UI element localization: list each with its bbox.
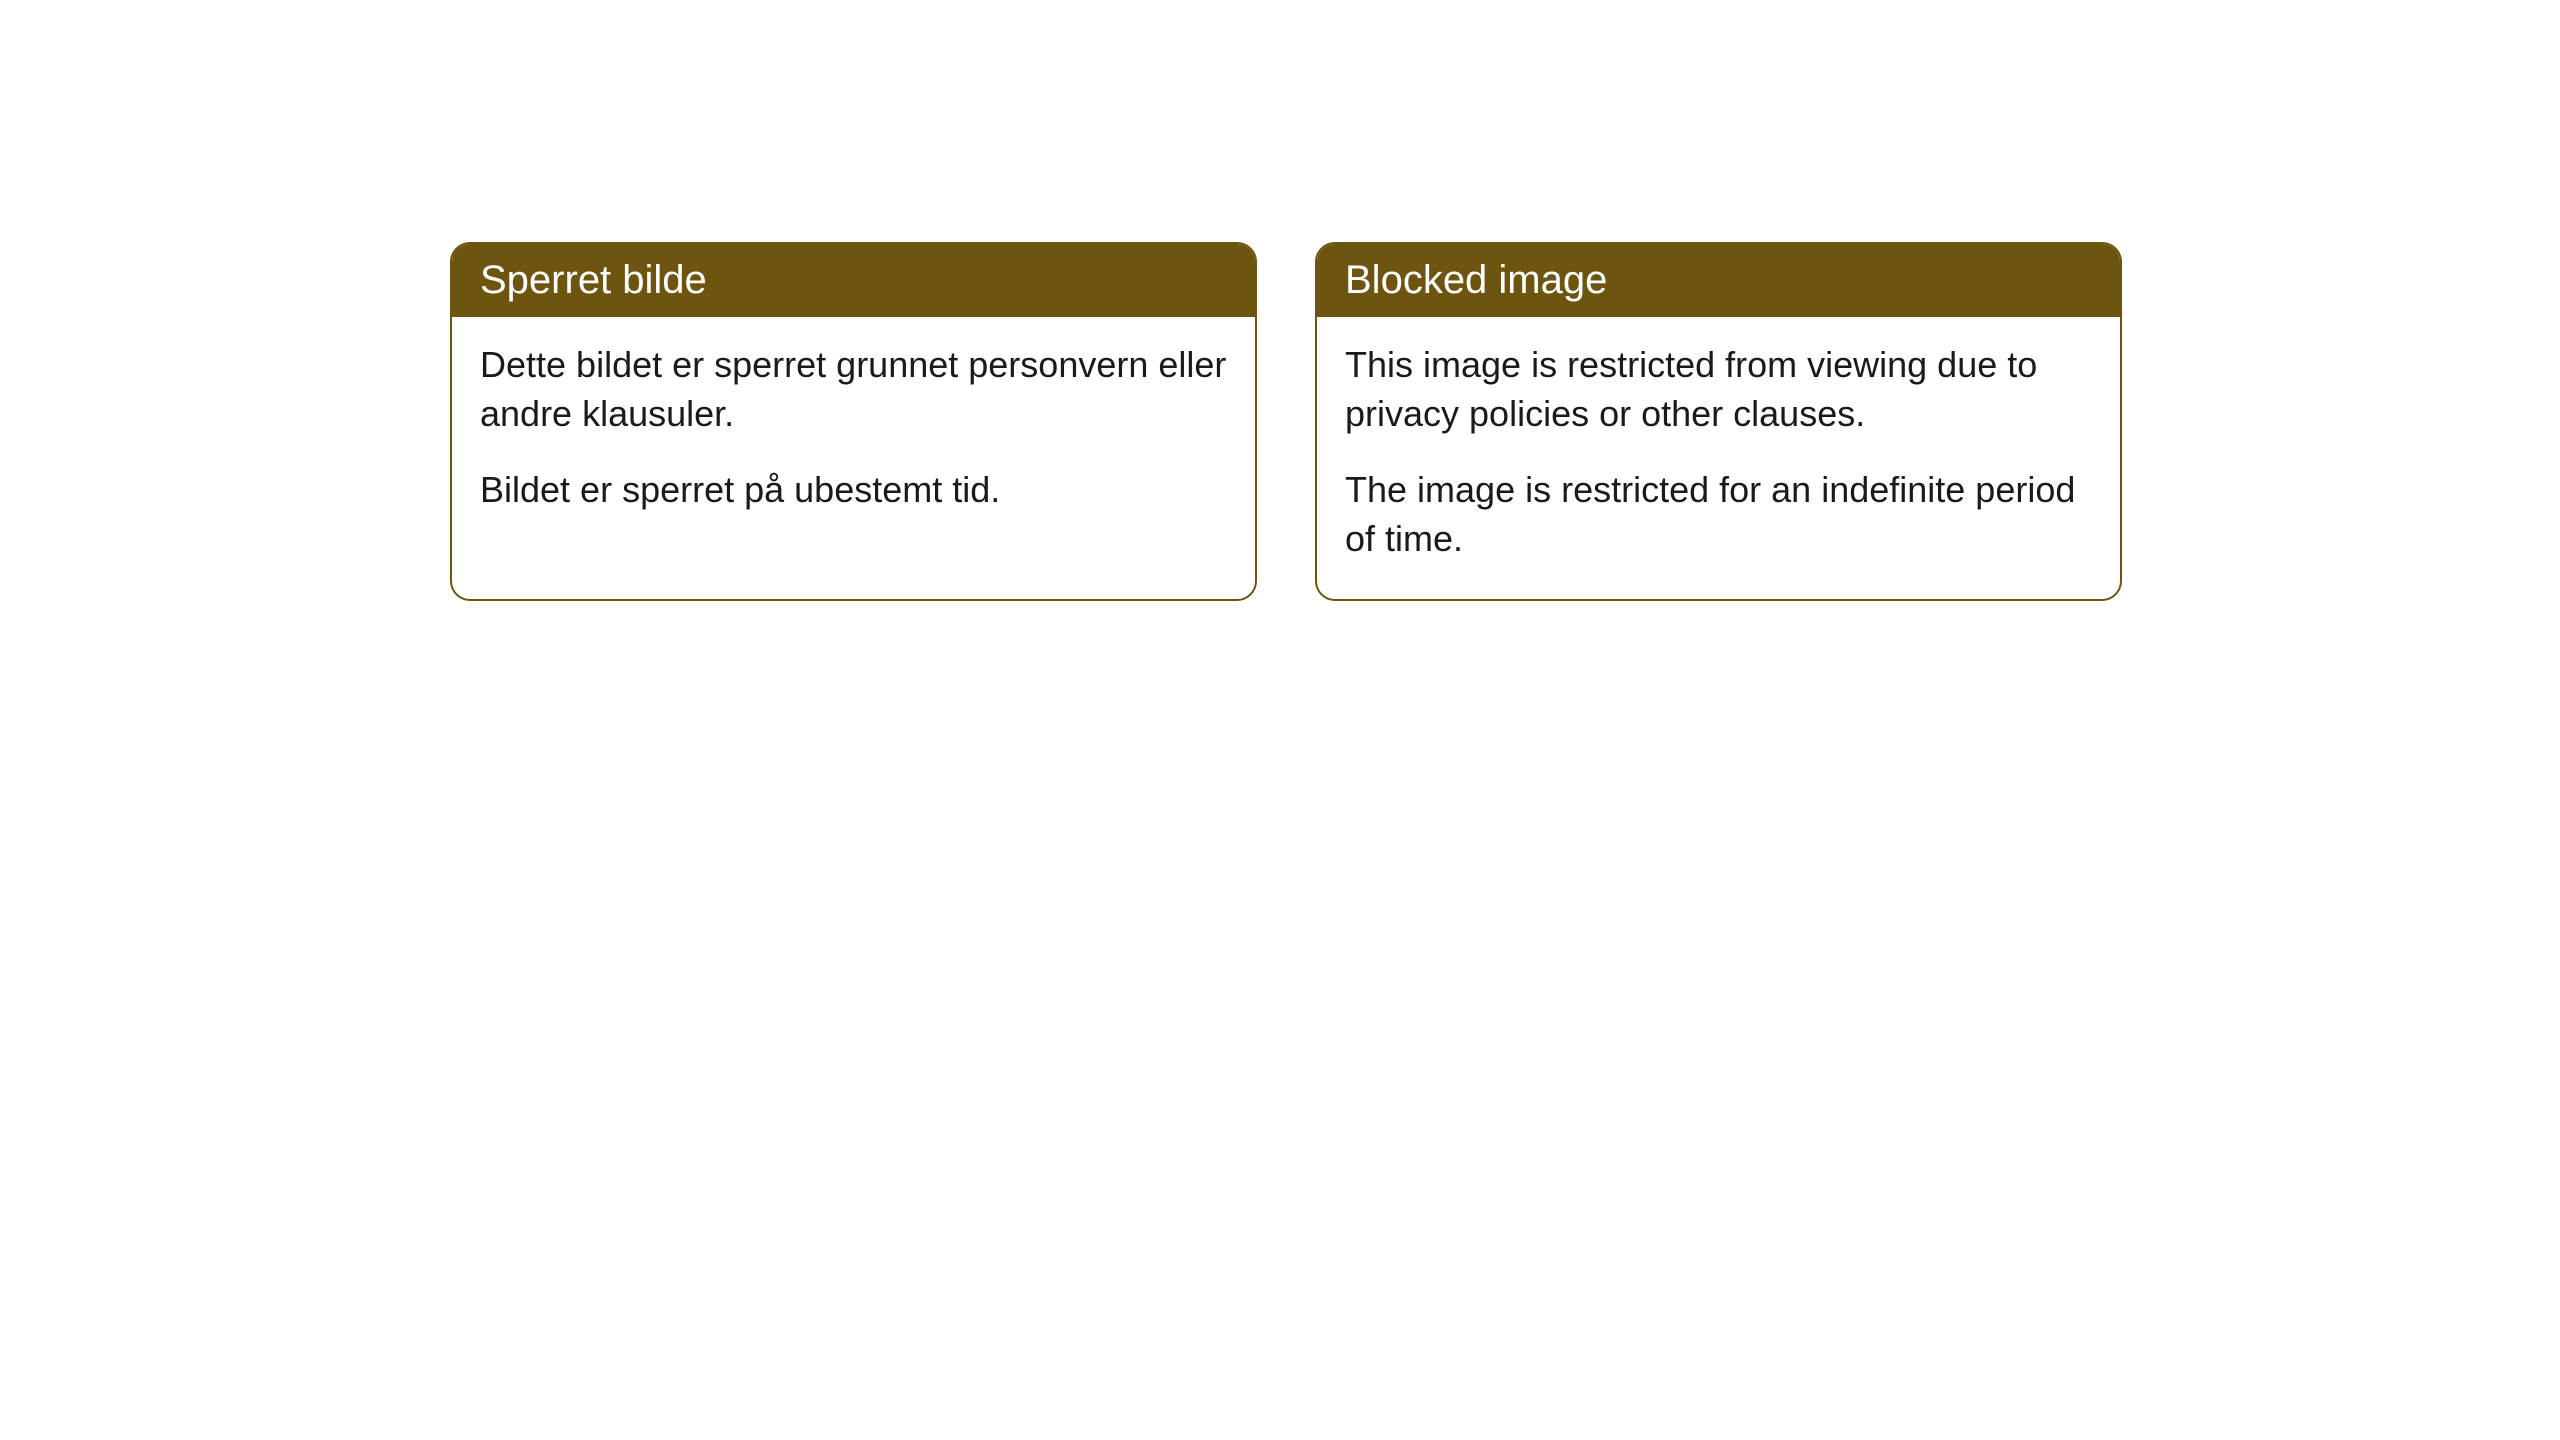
card-title: Sperret bilde — [480, 258, 707, 302]
blocked-image-card-norwegian: Sperret bilde Dette bildet er sperret gr… — [450, 242, 1257, 601]
card-paragraph: Dette bildet er sperret grunnet personve… — [480, 341, 1227, 438]
card-body: Dette bildet er sperret grunnet personve… — [452, 317, 1255, 551]
notice-container: Sperret bilde Dette bildet er sperret gr… — [450, 242, 2122, 601]
blocked-image-card-english: Blocked image This image is restricted f… — [1315, 242, 2122, 601]
card-body: This image is restricted from viewing du… — [1317, 317, 2120, 599]
card-paragraph: The image is restricted for an indefinit… — [1345, 466, 2092, 563]
card-paragraph: This image is restricted from viewing du… — [1345, 341, 2092, 438]
card-paragraph: Bildet er sperret på ubestemt tid. — [480, 466, 1227, 515]
card-title: Blocked image — [1345, 258, 1607, 302]
card-header: Sperret bilde — [452, 244, 1255, 317]
card-header: Blocked image — [1317, 244, 2120, 317]
